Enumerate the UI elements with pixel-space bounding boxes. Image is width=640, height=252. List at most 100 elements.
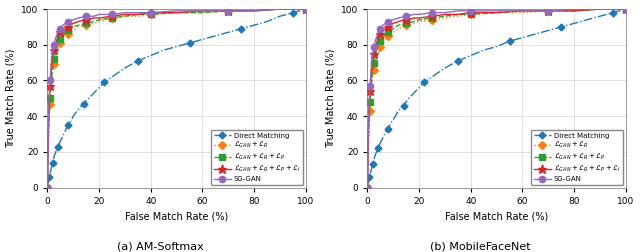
$\mathcal{L}_{GAN} + \mathcal{L}_{R} + \mathcal{L}_{P}$ [45, 118, 52, 121]
$\mathcal{L}_{GAN} + \mathcal{L}_{R}$ [367, 90, 375, 93]
SG-GAN [441, 11, 449, 14]
$\mathcal{L}_{GAN} + \mathcal{L}_{R} + \mathcal{L}_{P}$ [225, 9, 232, 12]
Direct Matching [570, 22, 578, 25]
Direct Matching [369, 163, 376, 166]
Direct Matching [367, 168, 375, 171]
Line: $\mathcal{L}_{GAN} + \mathcal{L}_{R} + \mathcal{L}_{P} + \mathcal{L}_{I}$: $\mathcal{L}_{GAN} + \mathcal{L}_{R} + \… [43, 5, 310, 192]
SG-GAN [46, 79, 54, 82]
$\mathcal{L}_{GAN} + \mathcal{L}_{R}$ [198, 11, 206, 14]
$\mathcal{L}_{GAN} + \mathcal{L}_{R} + \mathcal{L}_{P} + \mathcal{L}_{I}$ [454, 13, 461, 16]
$\mathcal{L}_{GAN} + \mathcal{L}_{R}$ [45, 124, 52, 127]
SG-GAN [147, 11, 155, 14]
$\mathcal{L}_{GAN} + \mathcal{L}_{R} + \mathcal{L}_{P}$ [56, 38, 64, 41]
$\mathcal{L}_{GAN} + \mathcal{L}_{R} + \mathcal{L}_{P} + \mathcal{L}_{I}$ [198, 9, 206, 12]
$\mathcal{L}_{GAN} + \mathcal{L}_{R} + \mathcal{L}_{P}$ [428, 16, 436, 19]
SG-GAN [302, 8, 310, 11]
SG-GAN [389, 18, 397, 21]
$\mathcal{L}_{GAN} + \mathcal{L}_{R} + \mathcal{L}_{P} + \mathcal{L}_{I}$ [44, 136, 52, 139]
Direct Matching [95, 86, 103, 89]
$\mathcal{L}_{GAN} + \mathcal{L}_{R} + \mathcal{L}_{P} + \mathcal{L}_{I}$ [381, 27, 389, 30]
$\mathcal{L}_{GAN} + \mathcal{L}_{R}$ [75, 25, 83, 28]
SG-GAN [90, 15, 98, 18]
$\mathcal{L}_{GAN} + \mathcal{L}_{R} + \mathcal{L}_{P} + \mathcal{L}_{I}$ [83, 18, 90, 21]
Line: SG-GAN: SG-GAN [364, 6, 629, 191]
Direct Matching [45, 177, 52, 180]
$\mathcal{L}_{GAN} + \mathcal{L}_{R}$ [366, 109, 374, 112]
$\mathcal{L}_{GAN} + \mathcal{L}_{R}$ [56, 42, 64, 45]
$\mathcal{L}_{GAN} + \mathcal{L}_{R} + \mathcal{L}_{P} + \mathcal{L}_{I}$ [596, 8, 604, 11]
SG-GAN [250, 9, 258, 12]
SG-GAN [44, 133, 52, 136]
Direct Matching [609, 11, 617, 14]
Direct Matching [441, 67, 449, 70]
$\mathcal{L}_{GAN} + \mathcal{L}_{R} + \mathcal{L}_{P} + \mathcal{L}_{I}$ [54, 36, 61, 39]
$\mathcal{L}_{GAN} + \mathcal{L}_{R} + \mathcal{L}_{P} + \mathcal{L}_{I}$ [173, 11, 180, 14]
Direct Matching [302, 8, 310, 11]
$\mathcal{L}_{GAN} + \mathcal{L}_{R} + \mathcal{L}_{P} + \mathcal{L}_{I}$ [441, 13, 449, 16]
$\mathcal{L}_{GAN} + \mathcal{L}_{R} + \mathcal{L}_{P} + \mathcal{L}_{I}$ [415, 16, 423, 19]
$\mathcal{L}_{GAN} + \mathcal{L}_{R} + \mathcal{L}_{P} + \mathcal{L}_{I}$ [59, 29, 67, 32]
Direct Matching [395, 109, 403, 112]
Direct Matching [400, 104, 408, 107]
$\mathcal{L}_{GAN} + \mathcal{L}_{R} + \mathcal{L}_{P}$ [384, 31, 392, 34]
Text: (a) AM-Softmax: (a) AM-Softmax [116, 242, 204, 252]
Direct Matching [365, 179, 372, 182]
$\mathcal{L}_{GAN} + \mathcal{L}_{R}$ [454, 15, 461, 18]
$\mathcal{L}_{GAN} + \mathcal{L}_{R}$ [51, 56, 59, 59]
$\mathcal{L}_{GAN} + \mathcal{L}_{R} + \mathcal{L}_{P}$ [49, 67, 56, 70]
SG-GAN [121, 11, 129, 14]
Text: (b) MobileFaceNet: (b) MobileFaceNet [429, 242, 531, 252]
$\mathcal{L}_{GAN} + \mathcal{L}_{R}$ [370, 68, 378, 71]
Direct Matching [518, 36, 526, 39]
Direct Matching [47, 167, 55, 170]
Direct Matching [250, 24, 258, 27]
Direct Matching [100, 81, 108, 84]
$\mathcal{L}_{GAN} + \mathcal{L}_{R}$ [302, 8, 310, 11]
Direct Matching [420, 81, 428, 84]
Direct Matching [365, 175, 373, 178]
$\mathcal{L}_{GAN} + \mathcal{L}_{R} + \mathcal{L}_{P}$ [622, 8, 630, 11]
$\mathcal{L}_{GAN} + \mathcal{L}_{R}$ [369, 77, 376, 80]
$\mathcal{L}_{GAN} + \mathcal{L}_{R}$ [276, 8, 284, 11]
$\mathcal{L}_{GAN} + \mathcal{L}_{R} + \mathcal{L}_{P}$ [366, 100, 374, 103]
Direct Matching [405, 97, 413, 100]
$\mathcal{L}_{GAN} + \mathcal{L}_{R} + \mathcal{L}_{P}$ [467, 13, 475, 16]
$\mathcal{L}_{GAN} + \mathcal{L}_{R}$ [622, 8, 630, 11]
SG-GAN [75, 16, 83, 19]
Direct Matching [365, 181, 372, 184]
$\mathcal{L}_{GAN} + \mathcal{L}_{R} + \mathcal{L}_{P}$ [50, 57, 58, 60]
$\mathcal{L}_{GAN} + \mathcal{L}_{R} + \mathcal{L}_{P}$ [276, 8, 284, 11]
SG-GAN [56, 27, 64, 30]
$\mathcal{L}_{GAN} + \mathcal{L}_{R} + \mathcal{L}_{P}$ [51, 50, 59, 53]
$\mathcal{L}_{GAN} + \mathcal{L}_{R}$ [596, 8, 604, 11]
$\mathcal{L}_{GAN} + \mathcal{L}_{R} + \mathcal{L}_{P}$ [371, 54, 379, 57]
SG-GAN [276, 8, 284, 11]
$\mathcal{L}_{GAN} + \mathcal{L}_{R} + \mathcal{L}_{P}$ [198, 11, 206, 14]
$\mathcal{L}_{GAN} + \mathcal{L}_{R} + \mathcal{L}_{P}$ [545, 9, 552, 12]
Direct Matching [198, 38, 206, 41]
Direct Matching [506, 40, 513, 43]
$\mathcal{L}_{GAN} + \mathcal{L}_{R} + \mathcal{L}_{P} + \mathcal{L}_{I}$ [276, 8, 284, 11]
Line: $\mathcal{L}_{GAN} + \mathcal{L}_{R} + \mathcal{L}_{P}$: $\mathcal{L}_{GAN} + \mathcal{L}_{R} + \… [44, 6, 309, 191]
Direct Matching [376, 141, 384, 144]
$\mathcal{L}_{GAN} + \mathcal{L}_{R} + \mathcal{L}_{P} + \mathcal{L}_{I}$ [410, 16, 418, 19]
$\mathcal{L}_{GAN} + \mathcal{L}_{R} + \mathcal{L}_{P} + \mathcal{L}_{I}$ [95, 16, 103, 19]
$\mathcal{L}_{GAN} + \mathcal{L}_{R} + \mathcal{L}_{P}$ [54, 43, 61, 46]
SG-GAN [371, 40, 379, 43]
$\mathcal{L}_{GAN} + \mathcal{L}_{R}$ [44, 186, 51, 189]
Direct Matching [389, 118, 397, 121]
$\mathcal{L}_{GAN} + \mathcal{L}_{R} + \mathcal{L}_{P}$ [46, 97, 54, 100]
$\mathcal{L}_{GAN} + \mathcal{L}_{R}$ [64, 33, 72, 36]
Direct Matching [52, 149, 60, 152]
$\mathcal{L}_{GAN} + \mathcal{L}_{R}$ [95, 20, 103, 23]
$\mathcal{L}_{GAN} + \mathcal{L}_{R} + \mathcal{L}_{P} + \mathcal{L}_{I}$ [403, 18, 410, 21]
$\mathcal{L}_{GAN} + \mathcal{L}_{R} + \mathcal{L}_{P} + \mathcal{L}_{I}$ [570, 9, 578, 12]
$\mathcal{L}_{GAN} + \mathcal{L}_{R} + \mathcal{L}_{P}$ [370, 61, 378, 64]
$\mathcal{L}_{GAN} + \mathcal{L}_{R} + \mathcal{L}_{P}$ [83, 22, 90, 25]
$\mathcal{L}_{GAN} + \mathcal{L}_{R}$ [410, 22, 418, 25]
$\mathcal{L}_{GAN} + \mathcal{L}_{R}$ [428, 18, 436, 21]
Direct Matching [372, 150, 380, 153]
$\mathcal{L}_{GAN} + \mathcal{L}_{R} + \mathcal{L}_{P} + \mathcal{L}_{I}$ [364, 186, 371, 189]
Direct Matching [596, 15, 604, 18]
Direct Matching [387, 122, 394, 125]
